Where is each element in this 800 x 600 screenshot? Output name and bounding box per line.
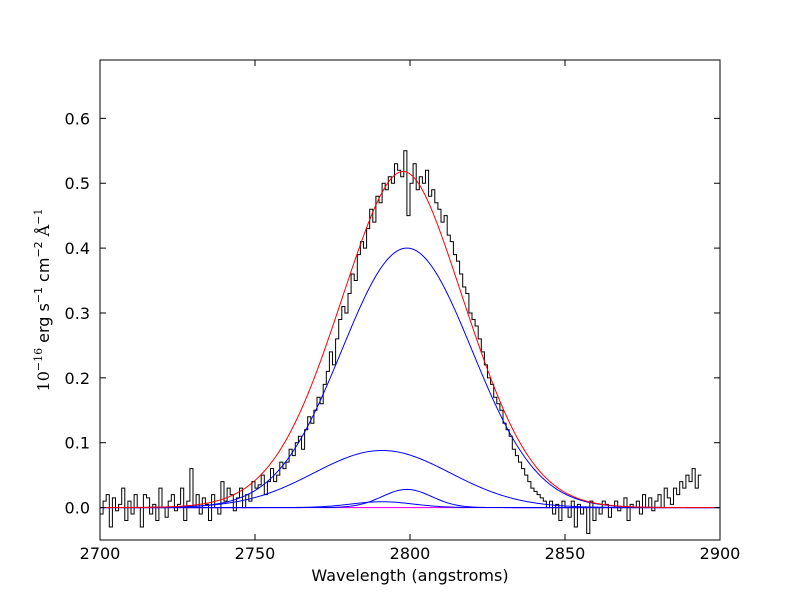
plot-background	[100, 60, 720, 540]
y-tick-label-0: 0.0	[65, 499, 90, 518]
x-tick-label-2900: 2900	[700, 544, 741, 563]
data-layer	[100, 150, 720, 535]
tick-layer: 2700 2750 2800 2850 2900 0.0 0.1 0.2 0.3 0.4 0.5 0.…	[65, 60, 741, 563]
y-label-unit2-exp: −2	[32, 241, 45, 257]
y-tick-label-0.2: 0.2	[65, 369, 90, 388]
x-tick-label-2700: 2700	[80, 544, 121, 563]
y-label-unit3: Å	[33, 224, 53, 237]
y-label-unit2: cm	[34, 258, 53, 282]
series-total-fit	[100, 171, 720, 509]
y-tick-label-0.4: 0.4	[65, 239, 90, 258]
y-tick-label-0.5: 0.5	[65, 174, 90, 193]
y-label-unit1-exp: −1	[32, 287, 45, 303]
y-label-unit1: erg s	[34, 303, 53, 343]
plot-area	[100, 150, 720, 535]
x-tick-label-2850: 2850	[545, 544, 586, 563]
x-tick-label-2750: 2750	[235, 544, 276, 563]
y-tick-label-0.3: 0.3	[65, 304, 90, 323]
y-label-base: 10	[34, 371, 53, 391]
y-tick-label-0.6: 0.6	[65, 109, 90, 128]
x-tick-label-2800: 2800	[390, 544, 431, 563]
y-label-unit3-exp: −1	[32, 209, 45, 225]
series-component-4	[100, 501, 720, 509]
y-axis-label: 10−16erg s−1cm−2Å−1	[32, 209, 53, 392]
y-tick-label-0.1: 0.1	[65, 434, 90, 453]
series-observed-spectrum	[100, 150, 702, 535]
x-axis-label: Wavelength (angstroms)	[311, 566, 508, 585]
y-label-base-exp: −16	[32, 348, 45, 371]
